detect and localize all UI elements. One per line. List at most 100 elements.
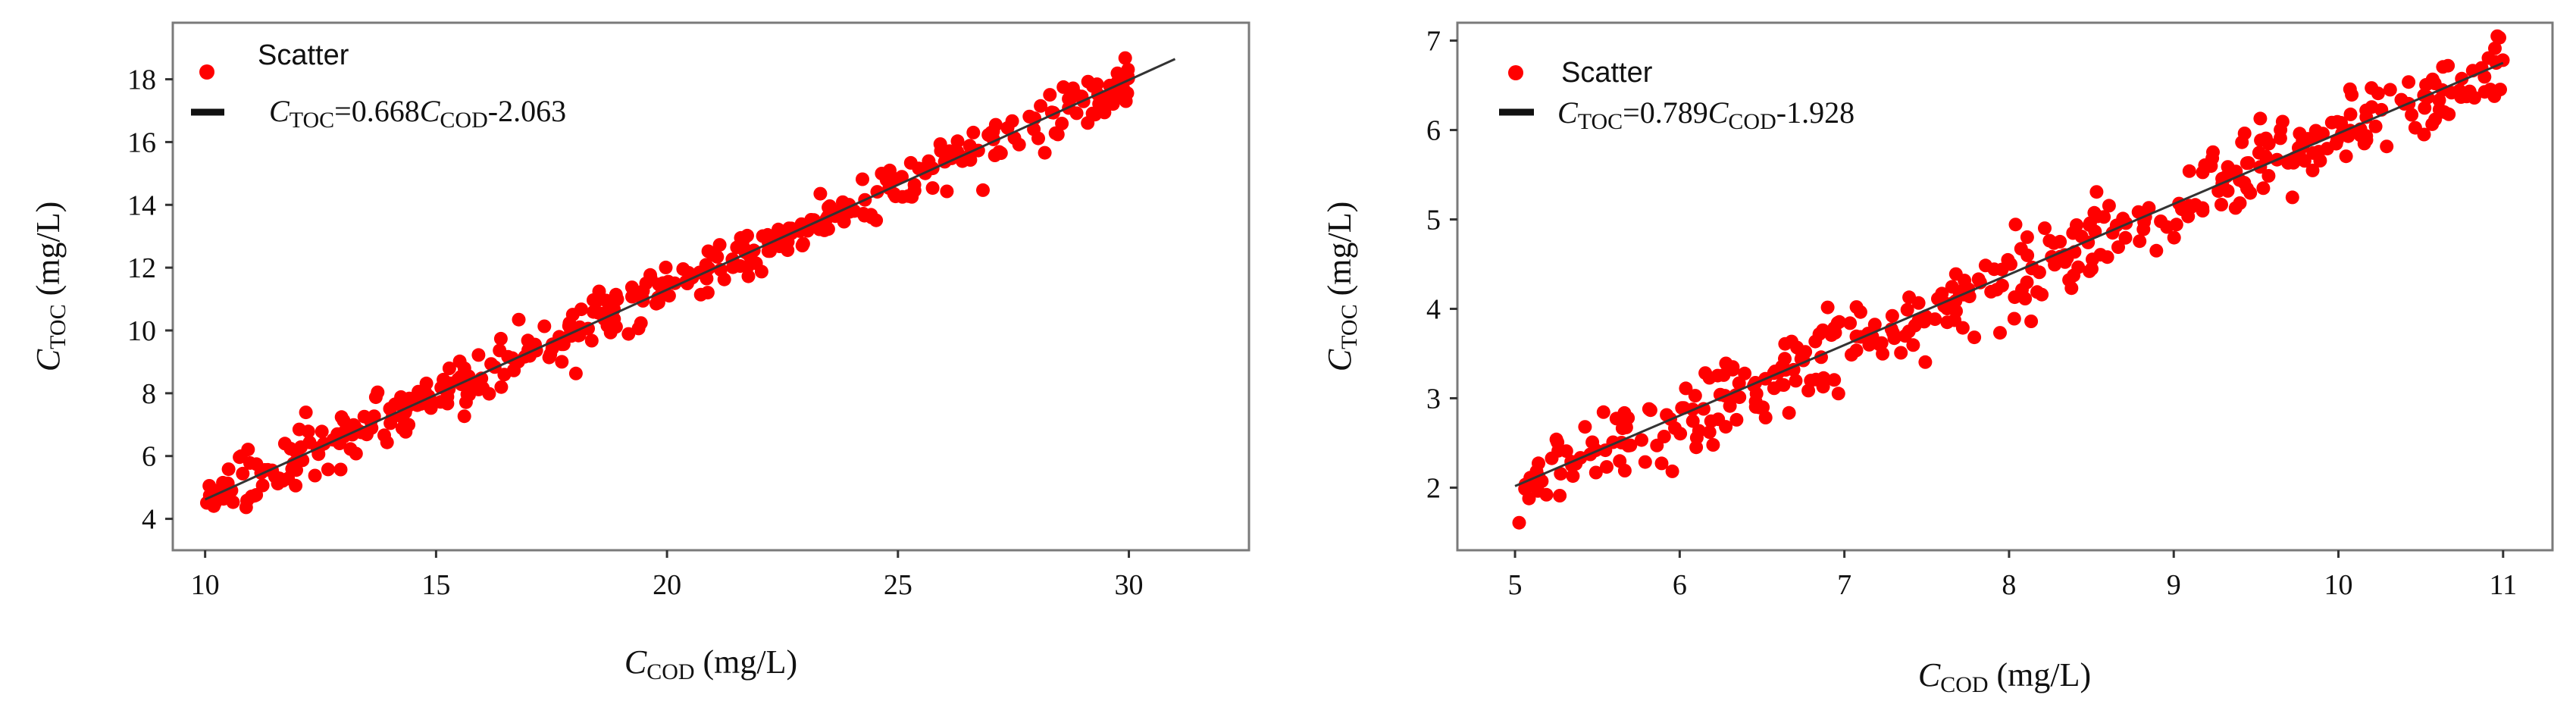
scatter-point: [2070, 218, 2083, 232]
scatter-point: [457, 409, 471, 424]
scatter-point: [2240, 156, 2254, 171]
scatter-point: [907, 177, 922, 192]
scatter-point: [493, 331, 508, 346]
y-tick-label: 18: [127, 64, 156, 96]
y-tick-label: 2: [1426, 472, 1441, 504]
scatter-point: [651, 296, 665, 310]
scatter-point: [2047, 236, 2061, 250]
scatter-point: [2253, 111, 2268, 126]
right-y-axis-ticks: 2 3 4 5 6 7: [1426, 26, 1457, 504]
scatter-point: [836, 195, 850, 209]
scatter-point: [942, 144, 956, 158]
right-legend-scatter-marker: [1508, 65, 1523, 80]
right-fit-line: [1514, 61, 2504, 487]
scatter-point: [396, 410, 409, 424]
right-y-axis-title: CTOC (mg/L): [1321, 202, 1362, 371]
scatter-point: [950, 134, 965, 149]
scatter-point: [1545, 451, 1559, 465]
scatter-point: [1864, 336, 1879, 350]
scatter-point: [2167, 230, 2181, 245]
left-plot-frame: [171, 21, 1250, 552]
scatter-point: [333, 462, 348, 477]
scatter-point: [1512, 515, 1526, 530]
scatter-point: [1055, 117, 1069, 130]
scatter-point: [966, 125, 981, 139]
scatter-point: [2111, 240, 2125, 255]
scatter-point: [208, 496, 222, 510]
scatter-point: [1978, 258, 1992, 273]
scatter-point: [1928, 312, 1942, 327]
scatter-point: [1619, 420, 1633, 434]
scatter-point: [822, 200, 836, 214]
scatter-point: [662, 289, 676, 303]
scatter-point: [285, 462, 299, 476]
scatter-point: [584, 333, 599, 348]
scatter-point: [1949, 304, 1963, 318]
scatter-point: [1654, 456, 1669, 471]
scatter-point: [590, 293, 604, 308]
scatter-point: [2467, 91, 2481, 105]
scatter-point: [737, 231, 751, 246]
y-tick-label: 8: [142, 378, 156, 410]
x-tick-label: 15: [421, 569, 450, 601]
scatter-point: [1668, 421, 1682, 435]
scatter-point: [1967, 330, 1982, 345]
scatter-point: [273, 471, 286, 486]
scatter-point: [248, 489, 261, 503]
scatter-point: [1911, 296, 1926, 310]
scatter-point: [988, 149, 1002, 162]
scatter-point: [1729, 412, 1744, 427]
scatter-point: [2402, 75, 2416, 89]
scatter-point: [1050, 127, 1065, 142]
scatter-point: [2196, 201, 2210, 215]
left-y-axis-title: CTOC (mg/L): [30, 202, 70, 371]
left-x-axis-title: CCOD (mg/L): [624, 643, 797, 684]
scatter-point: [2048, 258, 2062, 272]
scatter-point: [2007, 311, 2021, 326]
x-tick-label: 20: [653, 569, 681, 601]
scatter-point: [2297, 154, 2312, 168]
scatter-point: [2408, 121, 2422, 135]
scatter-point: [2339, 149, 2353, 164]
scatter-point: [813, 186, 828, 201]
scatter-point: [1723, 399, 1737, 413]
scatter-point: [1827, 321, 1842, 335]
scatter-point: [1609, 412, 1623, 426]
scatter-point: [2380, 139, 2394, 154]
scatter-point: [2274, 123, 2288, 137]
scatter-point: [976, 183, 990, 197]
scatter-point: [221, 462, 236, 477]
scatter-point: [2214, 198, 2228, 211]
scatter-point: [726, 260, 740, 274]
scatter-point: [1617, 464, 1632, 477]
scatter-point: [1767, 381, 1781, 396]
scatter-point: [621, 327, 636, 341]
scatter-point: [255, 478, 270, 493]
y-tick-label: 12: [127, 252, 156, 284]
scatter-point: [1578, 420, 1592, 434]
scatter-point: [2418, 101, 2432, 115]
scatter-point: [1081, 116, 1095, 130]
scatter-point: [1689, 430, 1704, 445]
scatter-point: [568, 366, 583, 380]
scatter-point: [283, 442, 298, 455]
scatter-point: [1816, 323, 1830, 337]
scatter-point: [299, 405, 313, 420]
scatter-point: [661, 274, 675, 289]
scatter-point: [1908, 318, 1922, 333]
y-tick-label: 4: [1426, 293, 1441, 325]
scatter-point: [693, 287, 708, 302]
scatter-point: [986, 124, 1000, 139]
scatter-point: [1702, 371, 1717, 385]
scatter-point: [821, 222, 835, 236]
scatter-point: [321, 462, 335, 477]
scatter-point: [1845, 348, 1858, 362]
scatter-point: [741, 269, 756, 283]
right-x-axis-title: CCOD (mg/L): [1918, 656, 2091, 697]
scatter-point: [380, 435, 394, 449]
scatter-point: [2313, 154, 2327, 167]
scatter-point: [2490, 29, 2505, 43]
scatter-point: [710, 249, 725, 264]
scatter-point: [749, 256, 763, 271]
scatter-point: [2089, 185, 2104, 199]
